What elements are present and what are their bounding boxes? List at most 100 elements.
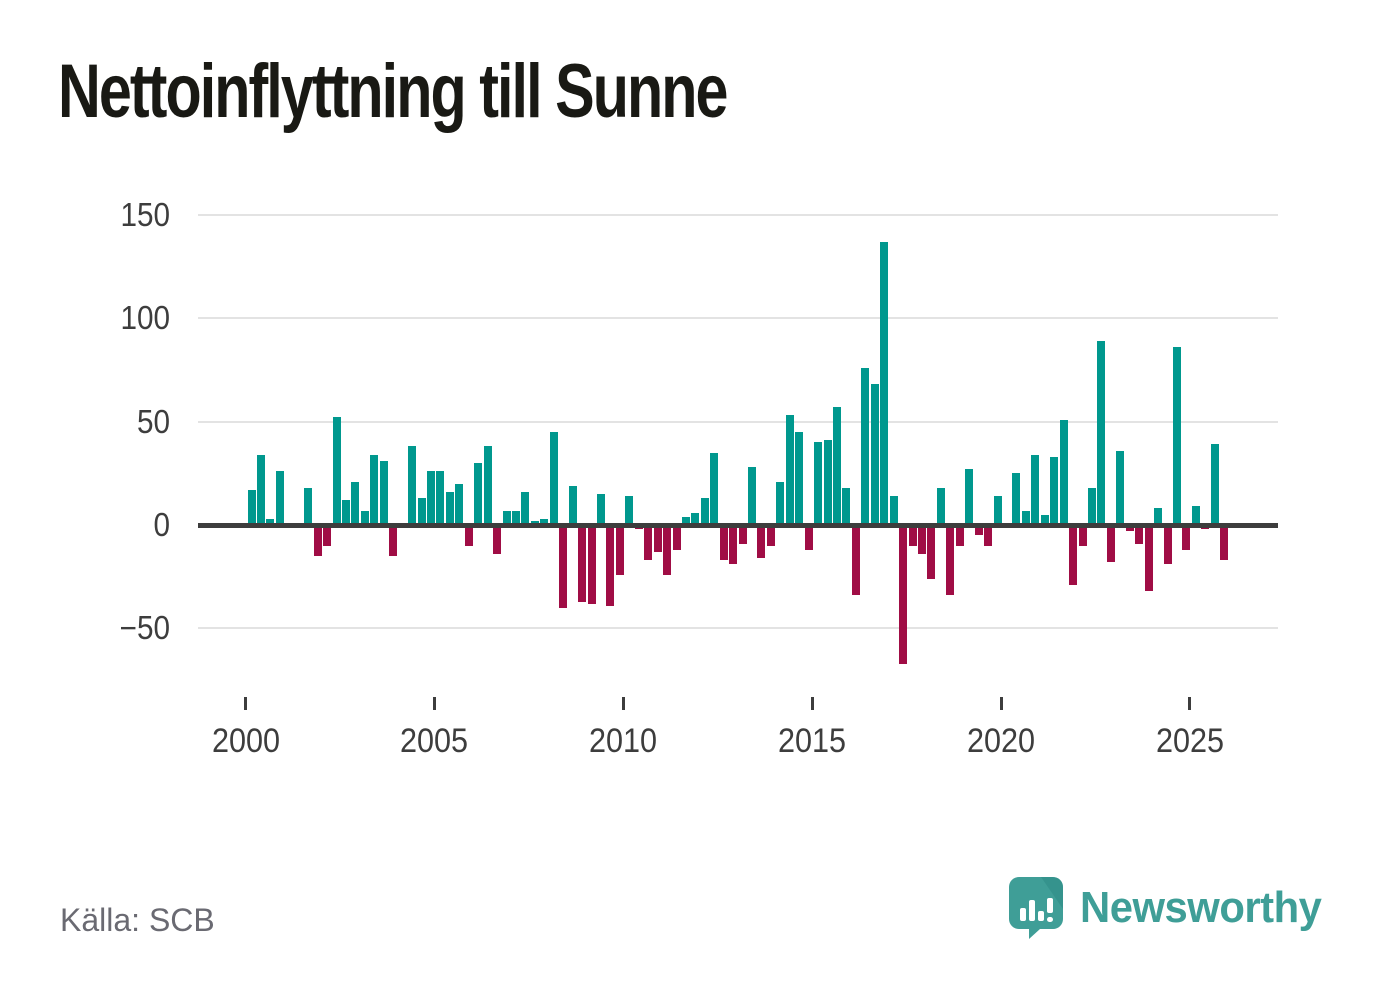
bar-2003-Q1 xyxy=(360,510,369,525)
bar-2015-Q2 xyxy=(823,440,832,525)
bar-2025-Q3 xyxy=(1210,444,1219,525)
bar-2002-Q1 xyxy=(323,525,332,546)
bar-2011-Q1 xyxy=(663,525,672,575)
x-axis-label-2010: 2010 xyxy=(589,722,658,760)
bar-2012-Q4 xyxy=(729,525,738,565)
bar-2018-Q3 xyxy=(946,525,955,596)
bar-2000-Q4 xyxy=(275,471,284,525)
bar-2009-Q2 xyxy=(596,493,605,525)
bar-2008-Q4 xyxy=(578,525,587,602)
bar-2013-Q4 xyxy=(766,525,775,546)
bar-2017-Q1 xyxy=(889,496,898,525)
bar-2007-Q1 xyxy=(511,510,520,525)
bar-2000-Q1 xyxy=(247,489,256,525)
bar-2011-Q3 xyxy=(681,516,690,525)
bar-2023-Q4 xyxy=(1144,525,1153,592)
bar-2011-Q2 xyxy=(672,525,681,550)
bar-2008-Q2 xyxy=(559,525,568,608)
bar-2015-Q3 xyxy=(833,407,842,525)
x-axis-label-2000: 2000 xyxy=(211,722,280,760)
bar-2006-Q1 xyxy=(474,462,483,525)
x-tick-2010 xyxy=(621,697,625,710)
bar-2002-Q2 xyxy=(332,417,341,525)
y-axis-label-0: 0 xyxy=(153,506,170,543)
bar-2000-Q2 xyxy=(257,454,266,525)
x-tick-2005 xyxy=(432,697,436,710)
bar-2017-Q3 xyxy=(908,525,917,546)
bar-2013-Q2 xyxy=(748,467,757,525)
bar-2022-Q3 xyxy=(1097,340,1106,525)
bar-2024-Q4 xyxy=(1182,525,1191,550)
bar-2022-Q1 xyxy=(1078,525,1087,546)
bar-2021-Q4 xyxy=(1069,525,1078,585)
bar-2025-Q1 xyxy=(1191,506,1200,525)
bar-2015-Q4 xyxy=(842,487,851,525)
gridline--50 xyxy=(198,627,1278,630)
bar-2006-Q4 xyxy=(502,510,511,525)
bar-2004-Q3 xyxy=(417,498,426,525)
bar-2020-Q3 xyxy=(1021,510,1030,525)
bar-2000-Q3 xyxy=(266,518,275,525)
bar-2009-Q1 xyxy=(587,525,596,604)
x-tick-2015 xyxy=(810,697,814,710)
bar-2023-Q2 xyxy=(1125,525,1134,532)
bar-2024-Q2 xyxy=(1163,525,1172,565)
gridline-100 xyxy=(198,317,1278,320)
x-axis-zero-line xyxy=(198,522,1278,528)
bar-2019-Q4 xyxy=(993,496,1002,525)
bar-2004-Q4 xyxy=(427,471,435,525)
bar-2012-Q1 xyxy=(700,498,709,525)
bar-2016-Q4 xyxy=(880,241,889,525)
bar-2013-Q3 xyxy=(757,525,766,559)
newsworthy-bubble-bar-chart-icon xyxy=(1009,877,1063,939)
bar-2020-Q4 xyxy=(1031,454,1040,525)
newsworthy-logo: Newsworthy xyxy=(1008,876,1334,940)
bar-2022-Q4 xyxy=(1106,525,1115,563)
bar-2024-Q1 xyxy=(1154,508,1163,525)
x-axis-label-2005: 2005 xyxy=(400,722,469,760)
bar-2008-Q1 xyxy=(549,431,558,525)
bar-2012-Q3 xyxy=(719,525,728,561)
bar-2014-Q4 xyxy=(804,525,813,550)
x-axis-label-2025: 2025 xyxy=(1155,722,1224,760)
bar-2005-Q1 xyxy=(436,471,445,525)
bar-2002-Q3 xyxy=(342,500,351,525)
bar-2025-Q4 xyxy=(1220,525,1229,561)
bar-2022-Q2 xyxy=(1087,487,1096,525)
gridline-150 xyxy=(198,213,1278,216)
bar-2023-Q1 xyxy=(1116,450,1125,525)
y-axis-label--50: −50 xyxy=(119,609,170,647)
bar-2005-Q4 xyxy=(464,525,473,546)
bar-2011-Q4 xyxy=(691,512,700,525)
bar-2019-Q2 xyxy=(974,525,983,536)
bar-2003-Q4 xyxy=(389,525,398,557)
bar-2006-Q2 xyxy=(483,446,492,525)
bar-2018-Q1 xyxy=(927,525,936,579)
bar-2007-Q2 xyxy=(521,491,530,525)
bar-2016-Q1 xyxy=(851,525,860,596)
bar-2018-Q4 xyxy=(955,525,964,546)
bar-2009-Q4 xyxy=(615,525,624,575)
bar-2014-Q3 xyxy=(795,431,804,525)
newsworthy-wordmark: Newsworthy xyxy=(1080,883,1322,932)
bar-2021-Q2 xyxy=(1050,456,1059,525)
x-axis-label-2020: 2020 xyxy=(966,722,1036,760)
bar-2021-Q1 xyxy=(1040,514,1049,525)
bar-2019-Q1 xyxy=(965,469,974,525)
bar-2007-Q4 xyxy=(540,518,549,525)
bar-2017-Q4 xyxy=(918,525,927,554)
source-note: Källa: SCB xyxy=(60,902,215,938)
bar-2010-Q4 xyxy=(653,525,662,552)
bar-2015-Q1 xyxy=(814,442,823,525)
bar-2003-Q2 xyxy=(370,454,379,525)
bar-2009-Q3 xyxy=(606,525,615,606)
bar-2014-Q2 xyxy=(785,415,794,525)
bar-2005-Q2 xyxy=(445,491,454,525)
bar-2010-Q3 xyxy=(644,525,653,561)
bar-2012-Q2 xyxy=(710,452,719,525)
bar-2001-Q4 xyxy=(313,525,322,557)
y-axis-label-50: 50 xyxy=(136,402,170,440)
bar-2020-Q2 xyxy=(1012,473,1021,525)
chart-title: Nettoinflyttning till Sunne xyxy=(58,49,728,134)
